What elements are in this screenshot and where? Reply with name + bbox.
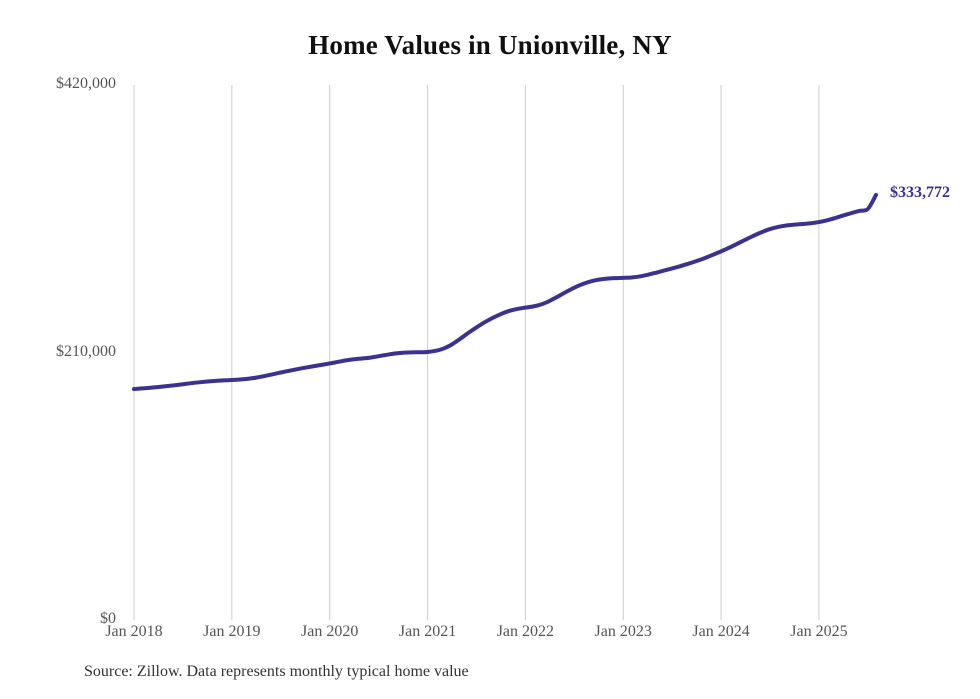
x-tick-jan-2023: Jan 2023 bbox=[594, 623, 652, 640]
gridlines bbox=[133, 85, 820, 620]
x-tick-jan-2020: Jan 2020 bbox=[301, 623, 359, 640]
x-tick-jan-2025: Jan 2025 bbox=[790, 623, 848, 640]
x-tick-jan-2018: Jan 2018 bbox=[105, 623, 163, 640]
x-tick-jan-2019: Jan 2019 bbox=[203, 623, 261, 640]
x-tick-jan-2024: Jan 2024 bbox=[692, 623, 750, 640]
x-tick-jan-2022: Jan 2022 bbox=[496, 623, 555, 640]
y-tick-0: $0 bbox=[100, 610, 116, 627]
home-value-line bbox=[132, 192, 878, 392]
source-footnote: Source: Zillow. Data represents monthly … bbox=[84, 663, 469, 680]
x-tick-jan-2021: Jan 2021 bbox=[398, 623, 457, 640]
end-value-label: $333,772 bbox=[890, 183, 950, 201]
y-tick-210000: $210,000 bbox=[56, 342, 116, 360]
y-tick-420000: $420,000 bbox=[56, 75, 116, 92]
chart-title: Home Values in Unionville, NY bbox=[308, 30, 672, 60]
